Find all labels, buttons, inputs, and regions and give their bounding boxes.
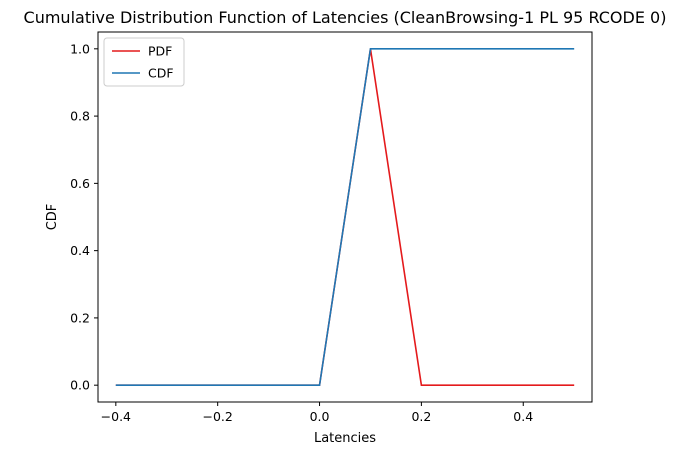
- series-line-cdf: [115, 48, 575, 386]
- y-tick-label: 1.0: [70, 41, 90, 56]
- y-tick-label: 0.4: [70, 243, 90, 258]
- x-axis-label: Latencies: [314, 431, 376, 446]
- y-tick-label: 0.2: [70, 310, 90, 325]
- legend: PDF CDF: [103, 37, 185, 87]
- x-tick-label: 0.2: [411, 409, 431, 424]
- x-tick-label: −0.2: [203, 409, 233, 424]
- x-tick-label: 0.4: [513, 409, 533, 424]
- x-tick-label: −0.4: [101, 409, 131, 424]
- chart-title: Cumulative Distribution Function of Late…: [24, 8, 667, 27]
- plot-frame: [97, 31, 593, 403]
- legend-label: CDF: [148, 66, 174, 81]
- y-axis-label: CDF: [45, 204, 60, 231]
- plot-area: [115, 48, 575, 386]
- y-tick-label: 0.6: [70, 176, 90, 191]
- y-tick-label: 0.0: [70, 378, 90, 393]
- legend-label: PDF: [148, 44, 172, 59]
- legend-box: [103, 37, 185, 87]
- y-axis: 0.0 0.2 0.4 0.6 0.8 1.0: [70, 41, 98, 393]
- x-tick-label: 0.0: [310, 409, 330, 424]
- x-axis: −0.4 −0.2 0.0 0.2 0.4: [101, 402, 533, 424]
- y-tick-label: 0.8: [70, 109, 90, 124]
